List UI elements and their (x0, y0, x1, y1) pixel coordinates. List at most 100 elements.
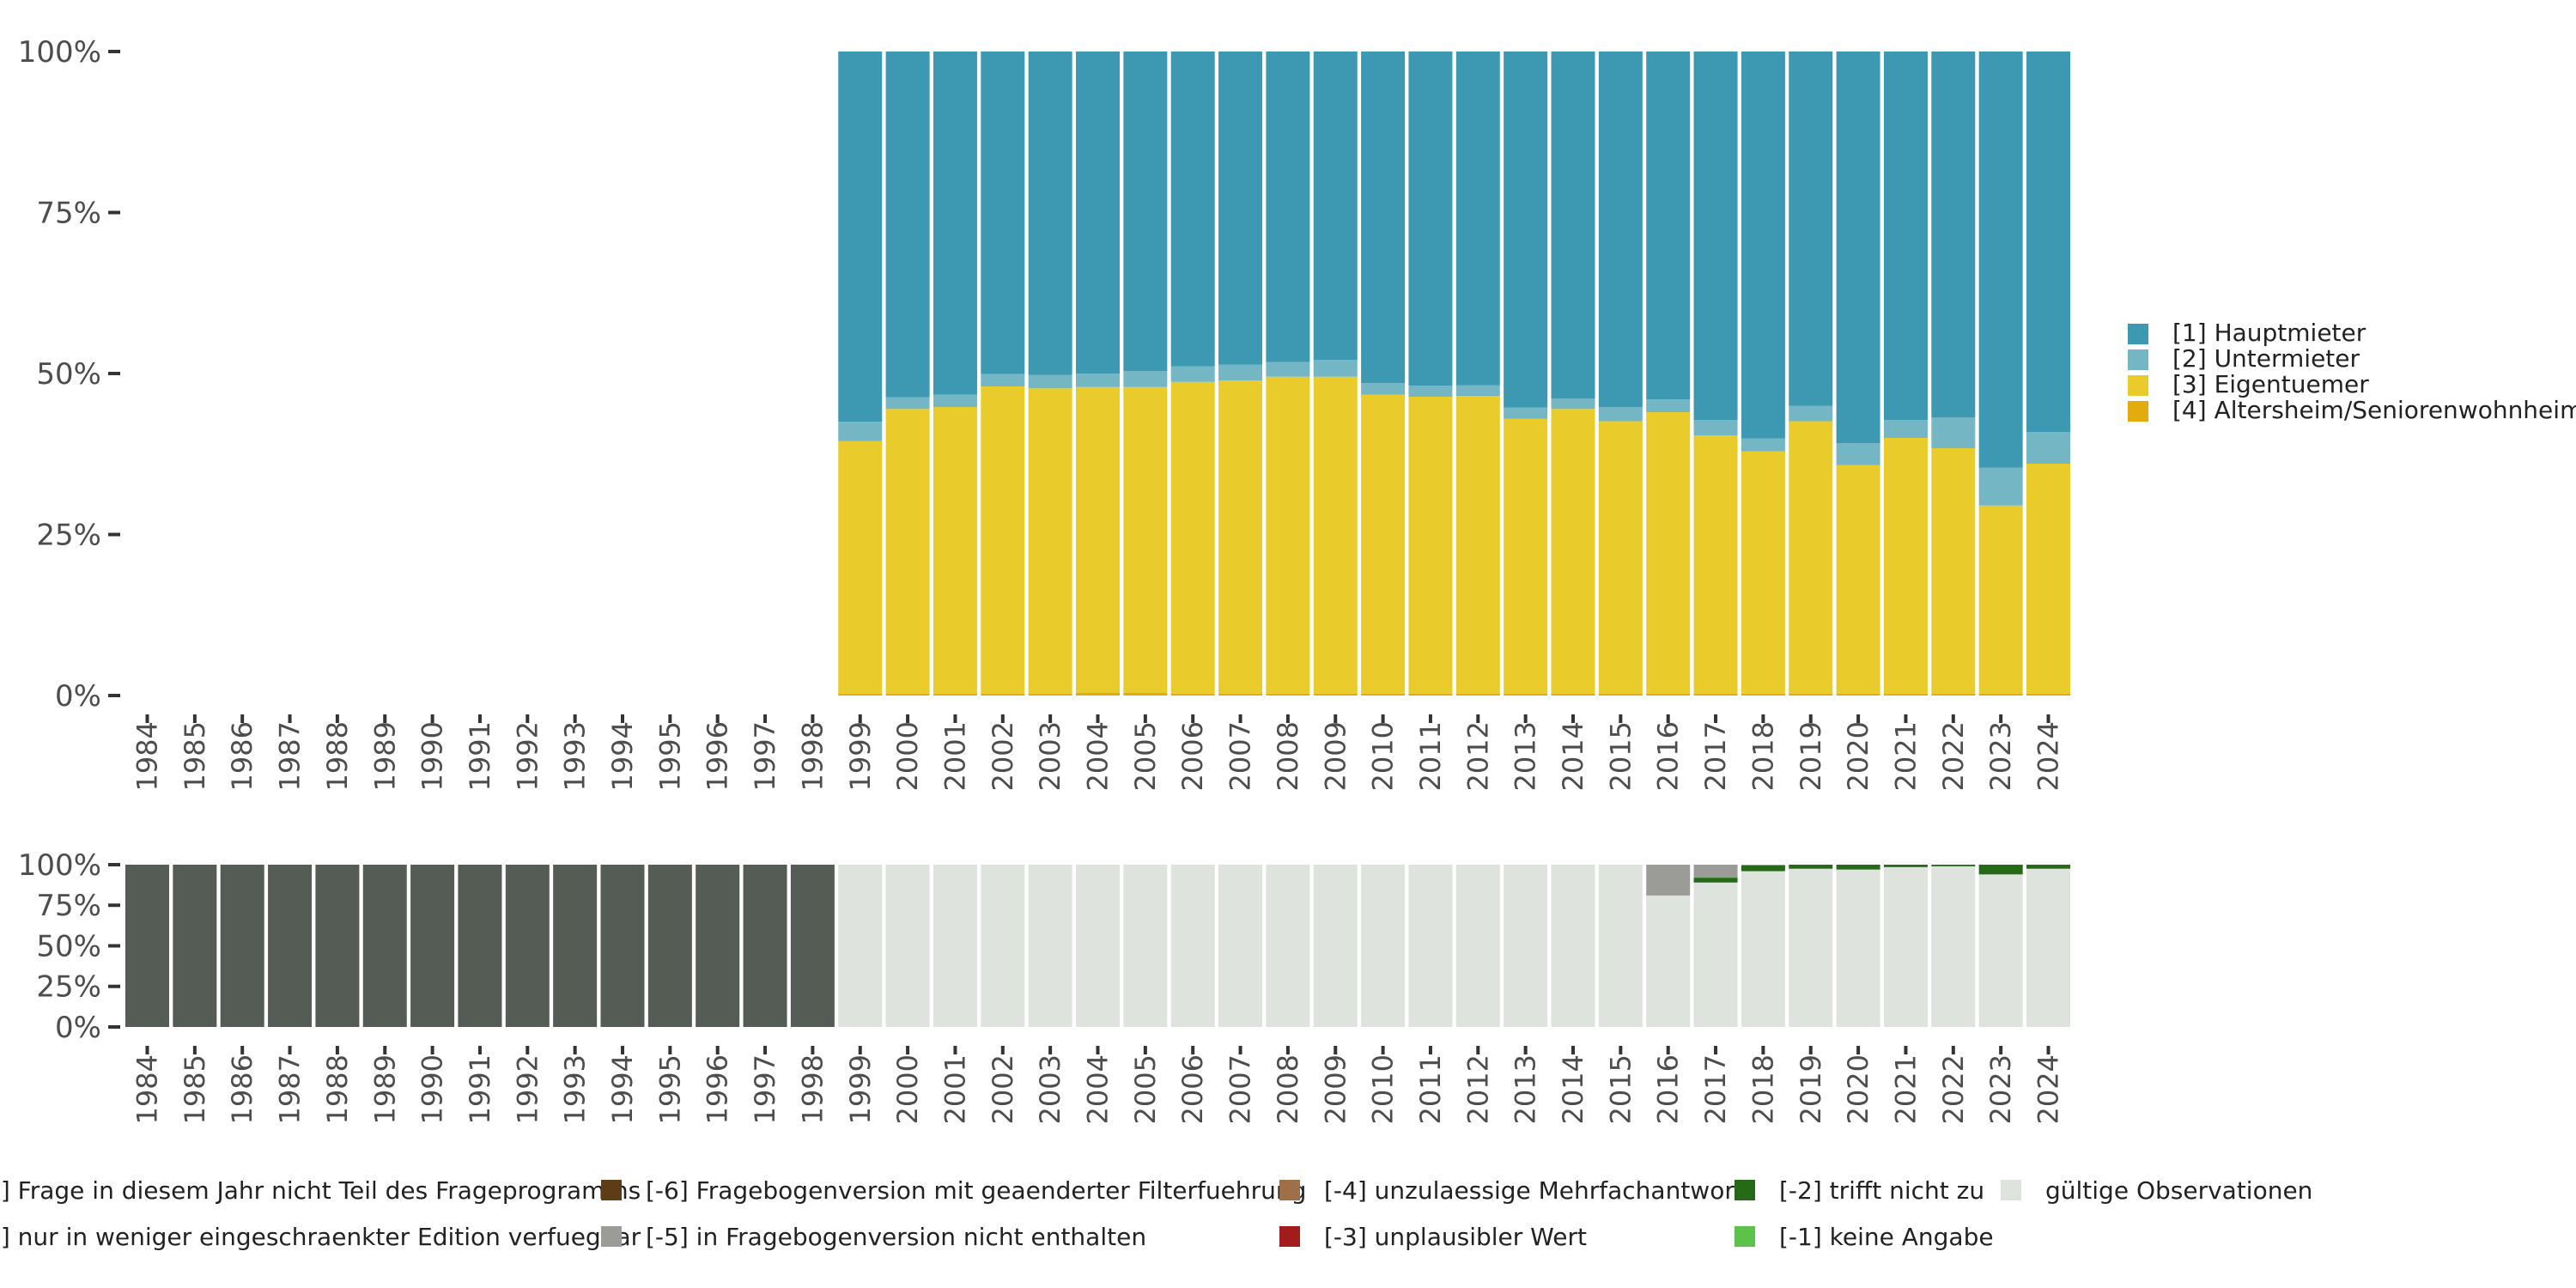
legend-item-minus1: [-1] keine Angabe (1735, 1219, 1994, 1254)
bar-segment (1883, 420, 1928, 438)
bar-segment (1408, 386, 1453, 397)
bar-segment (1361, 865, 1406, 1027)
bar-segment (1789, 421, 1833, 694)
x-tick-label: 2008 (1272, 1054, 1304, 1124)
bar-segment (1836, 693, 1880, 696)
bar-segment (838, 52, 883, 422)
x-tick-label: 2015 (1604, 721, 1637, 791)
bar-segment (1313, 865, 1358, 1027)
bar-segment (1836, 465, 1880, 694)
x-tick-label: 2008 (1272, 721, 1304, 791)
bar-segment (1551, 409, 1595, 694)
x-tick-label: 2013 (1510, 1054, 1542, 1124)
bar-segment (1218, 865, 1263, 1027)
bar-segment (1170, 366, 1215, 382)
bar-segment (1646, 865, 1691, 896)
x-tick-label: 1986 (226, 721, 258, 791)
bar-segment (1789, 693, 1833, 696)
bar-segment (1789, 52, 1833, 406)
legend-label: [-7] nur in weniger eingeschraenkter Edi… (0, 1222, 641, 1251)
bar-segment (885, 52, 930, 398)
x-tick-label: 2004 (1082, 721, 1115, 791)
bar-segment (1646, 52, 1691, 399)
bar-segment (1789, 865, 1833, 869)
bar-segment (885, 409, 930, 694)
x-tick-label: 1992 (511, 1054, 544, 1124)
missing-values-bar-panel: 0% 25% 50% 75% 100% 1984 1985 1986 1987 1988 1989 1… (18, 848, 2070, 1124)
bar-segment (1028, 388, 1072, 694)
bar-segment (1598, 407, 1643, 422)
x-tick-label: 1994 (606, 721, 639, 791)
bar-segment (1218, 52, 1263, 365)
bar-segment (1123, 52, 1168, 371)
x-tick-label: 2007 (1224, 721, 1257, 791)
x-tick-label: 2002 (987, 721, 1019, 791)
bar-segment (1455, 693, 1500, 696)
bar-segment (1883, 438, 1928, 694)
bar-segment (1741, 871, 1785, 1027)
x-tick-label: 1993 (559, 1054, 592, 1124)
bar-segment (1693, 52, 1738, 420)
x-tick-label: 1985 (179, 721, 211, 791)
main-stacked-bar-panel: 0% 25% 50% 75% 100% 1984 1985 1986 1987 1988 1989 1… (18, 35, 2070, 791)
y-tick-label: 50% (36, 357, 101, 392)
bar-segment (1693, 882, 1738, 1027)
bar-segment (1266, 361, 1310, 377)
bar-segment (933, 52, 977, 395)
bar-segment (1313, 376, 1358, 694)
x-tick-label: 1997 (749, 1054, 781, 1124)
x-tick-label: 2012 (1461, 721, 1494, 791)
bar-segment (458, 865, 502, 1027)
legend-item-minus7: [-7] nur in weniger eingeschraenkter Edi… (0, 1219, 641, 1254)
bar-segment (1076, 865, 1120, 1027)
x-tick-label: 1986 (226, 1054, 258, 1124)
bar-segment (2026, 432, 2070, 464)
x-tick-label: 2011 (1414, 721, 1447, 791)
legend-label: [4] Altersheim/Seniorenwohnheim (2172, 396, 2576, 424)
bar-segment (600, 865, 645, 1027)
x-tick-label: 2007 (1224, 1054, 1257, 1124)
y-tick-label: 100% (18, 848, 101, 883)
x-tick-label: 1984 (131, 721, 164, 791)
x-tick-label: 2002 (987, 1054, 1019, 1124)
x-tick-label: 2014 (1557, 721, 1589, 791)
bar-segment (1836, 443, 1880, 465)
bar-segment (1455, 865, 1500, 1027)
x-tick-label: 1985 (179, 1054, 211, 1124)
bar-segment (1551, 865, 1595, 1027)
x-tick-label: 2016 (1652, 721, 1685, 791)
x-tick-label: 1999 (844, 1054, 877, 1124)
legend-item-minus5: [-5] in Fragebogenversion nicht enthalte… (601, 1219, 1146, 1254)
legend-bottom: [-8] Frage in diesem Jahr nicht Teil des… (0, 1173, 2576, 1276)
legend-item-minus6: [-6] Fragebogenversion mit geaenderter F… (601, 1173, 1306, 1207)
legend-label: [3] Eigentuemer (2172, 370, 2369, 398)
legend-label: [-6] Fragebogenversion mit geaenderter F… (646, 1176, 1307, 1205)
x-tick-label: 1988 (321, 1054, 354, 1124)
bar-segment (1313, 693, 1358, 696)
bar-segment (1883, 52, 1928, 420)
bar-segment (1266, 693, 1310, 696)
legend-swatch (2128, 324, 2148, 344)
y-tick-label: 0% (55, 679, 101, 714)
bar-segment (1598, 421, 1643, 694)
x-tick-label: 2022 (1937, 1054, 1970, 1124)
x-tick-label: 2020 (1842, 1054, 1874, 1124)
x-tick-label: 2016 (1652, 1054, 1685, 1124)
bar-segment (2026, 52, 2070, 433)
x-tick-label: 2015 (1604, 1054, 1637, 1124)
bar-segment (1504, 407, 1548, 419)
x-tick-label: 2012 (1461, 1054, 1494, 1124)
x-tick-label: 2003 (1034, 1054, 1066, 1124)
bar-segment (1028, 374, 1072, 389)
bar-segment (1931, 866, 1976, 1027)
x-tick-label: 2010 (1367, 1054, 1400, 1124)
bar-segment (1931, 448, 1976, 694)
legend-item-minus3: [-3] unplausibler Wert (1279, 1219, 1587, 1254)
legend-item-minus8: [-8] Frage in diesem Jahr nicht Teil des… (0, 1173, 641, 1207)
x-tick-label: 1991 (464, 721, 496, 791)
x-tick-label: 1987 (274, 721, 307, 791)
bar-segment (1693, 435, 1738, 694)
y-tick-label: 75% (36, 889, 101, 923)
bar-segment (173, 865, 217, 1027)
bar-segment (1504, 52, 1548, 408)
